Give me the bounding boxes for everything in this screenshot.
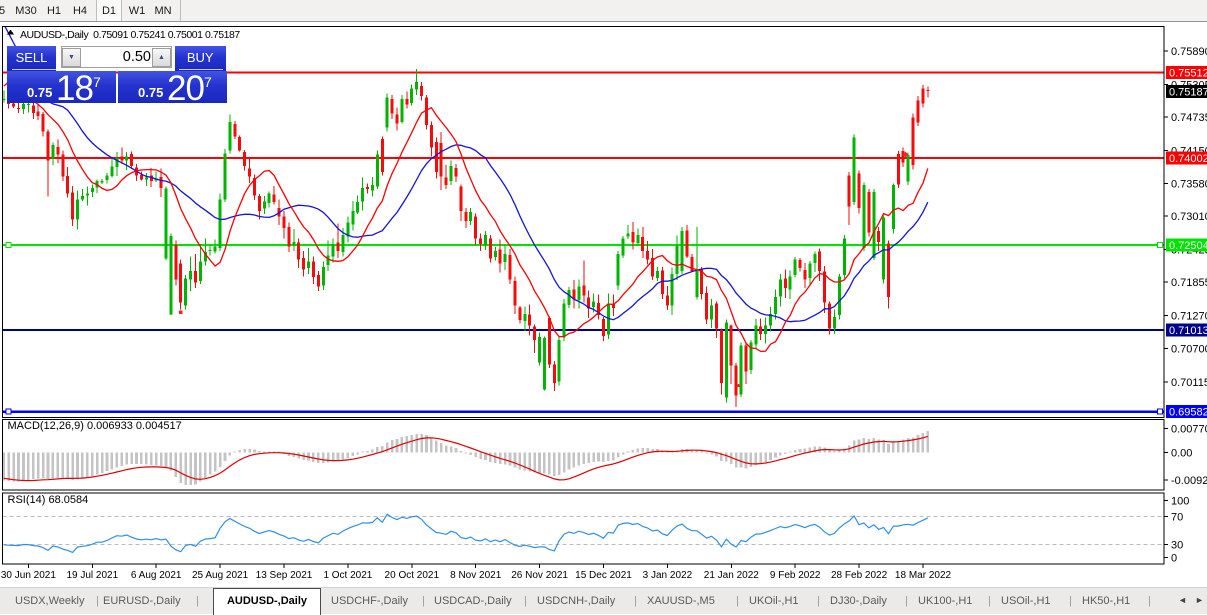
svg-text:13 Sep 2021: 13 Sep 2021 [256, 570, 313, 581]
svg-text:20 Oct 2021: 20 Oct 2021 [385, 570, 440, 581]
svg-text:0.69582: 0.69582 [1169, 407, 1207, 419]
svg-text:30 Jun 2021: 30 Jun 2021 [1, 570, 56, 581]
svg-text:30: 30 [1171, 540, 1183, 552]
svg-text:0.74735: 0.74735 [1171, 112, 1207, 124]
svg-text:26 Nov 2021: 26 Nov 2021 [511, 570, 568, 581]
svg-text:18 Mar 2022: 18 Mar 2022 [895, 570, 952, 581]
svg-text:0.75512: 0.75512 [1169, 68, 1207, 80]
svg-text:0.74002: 0.74002 [1169, 153, 1207, 165]
svg-text:0.71855: 0.71855 [1171, 277, 1207, 289]
svg-text:28 Feb 2022: 28 Feb 2022 [831, 570, 888, 581]
svg-text:70: 70 [1171, 512, 1183, 524]
svg-text:0.71013: 0.71013 [1169, 325, 1207, 337]
svg-text:6 Aug 2021: 6 Aug 2021 [131, 570, 182, 581]
svg-text:0.00: 0.00 [1171, 447, 1192, 459]
svg-text:25 Aug 2021: 25 Aug 2021 [192, 570, 249, 581]
svg-text:MACD(12,26,9) 0.006933 0.00451: MACD(12,26,9) 0.006933 0.004517 [8, 420, 182, 432]
svg-text:21 Jan 2022: 21 Jan 2022 [704, 570, 759, 581]
svg-text:3 Jan 2022: 3 Jan 2022 [643, 570, 693, 581]
svg-text:-0.009269: -0.009269 [1171, 475, 1207, 487]
svg-text:0.75890: 0.75890 [1171, 46, 1207, 58]
svg-text:1 Oct 2021: 1 Oct 2021 [323, 570, 372, 581]
svg-text:0: 0 [1171, 553, 1177, 565]
svg-text:19 Jul 2021: 19 Jul 2021 [66, 570, 118, 581]
svg-text:0.70700: 0.70700 [1171, 343, 1207, 355]
svg-text:0.73010: 0.73010 [1171, 211, 1207, 223]
svg-text:0.70115: 0.70115 [1171, 377, 1207, 389]
svg-text:9 Feb 2022: 9 Feb 2022 [770, 570, 821, 581]
svg-text:0.71270: 0.71270 [1171, 311, 1207, 323]
svg-text:0.007704: 0.007704 [1171, 424, 1207, 436]
svg-text:RSI(14) 68.0584: RSI(14) 68.0584 [8, 494, 89, 506]
svg-text:AUDUSD-,Daily 0.75091 0.75241: AUDUSD-,Daily 0.75091 0.75241 0.75001 0.… [20, 29, 240, 41]
svg-text:15 Dec 2021: 15 Dec 2021 [575, 570, 632, 581]
svg-text:100: 100 [1171, 496, 1189, 508]
svg-text:0.72504: 0.72504 [1169, 240, 1207, 252]
svg-text:8 Nov 2021: 8 Nov 2021 [450, 570, 502, 581]
svg-text:0.73580: 0.73580 [1171, 178, 1207, 190]
svg-text:0.75187: 0.75187 [1169, 87, 1207, 99]
